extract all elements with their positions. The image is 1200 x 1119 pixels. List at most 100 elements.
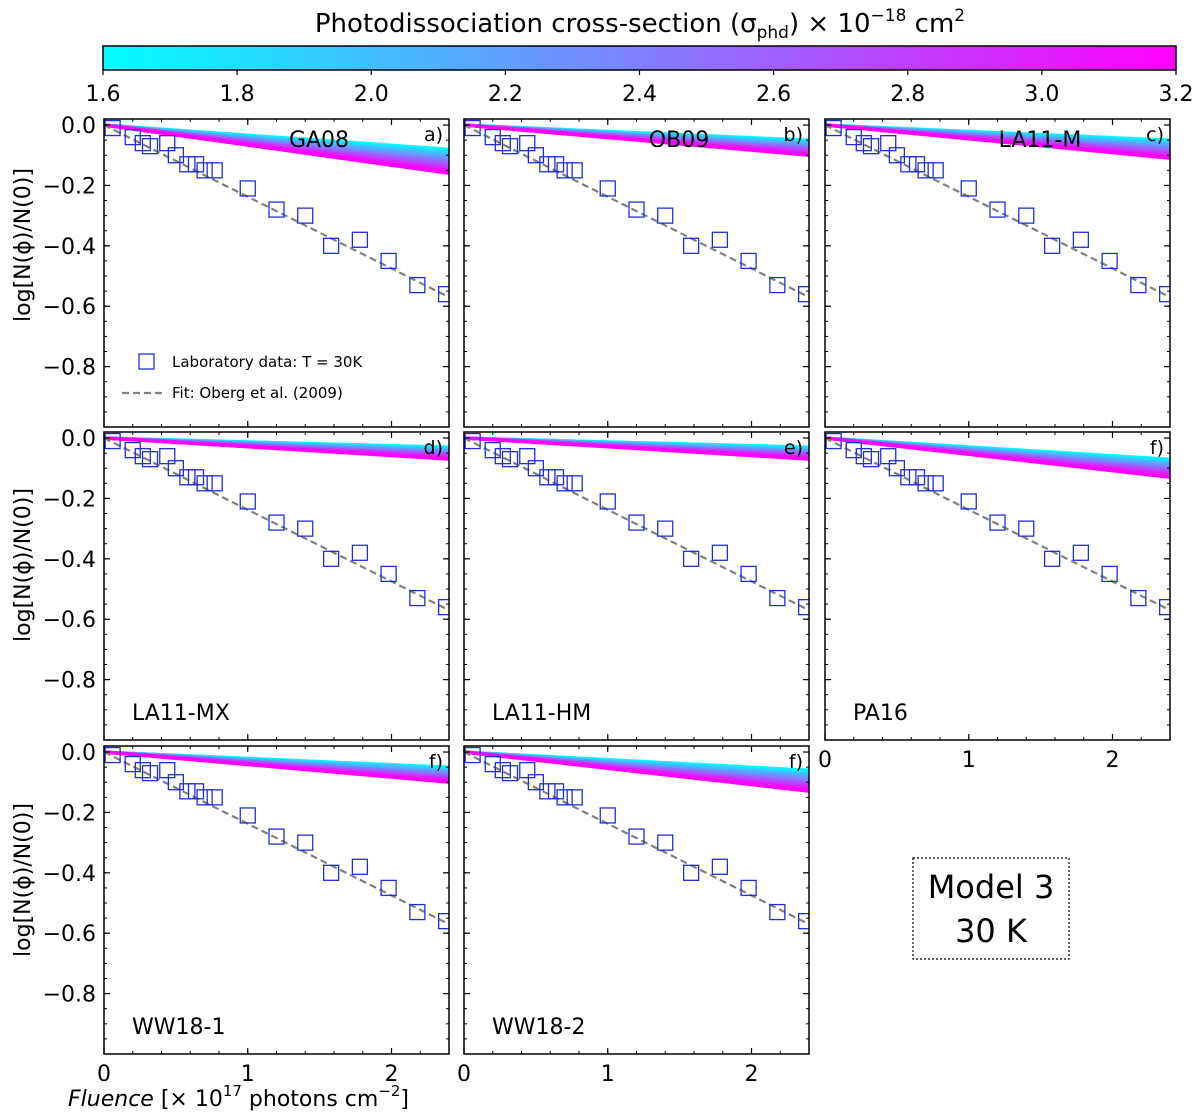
lab-data-point: [409, 903, 426, 921]
lab-data-point: [900, 469, 917, 486]
lab-data-point: [1043, 550, 1061, 567]
x-tick-label: 0: [457, 1062, 471, 1087]
lab-data-point: [769, 903, 786, 921]
y-tick-label: 0.0: [61, 427, 96, 452]
lab-data-point: [268, 828, 285, 845]
lab-data-point: [888, 460, 906, 477]
lab-data-point: [845, 128, 862, 146]
panel-letter: e): [784, 437, 803, 459]
lab-data-point: [409, 589, 426, 607]
lab-data-point: [657, 207, 674, 224]
lab-data-point: [599, 807, 616, 824]
lab-data-point: [740, 252, 757, 270]
model-curve: [825, 436, 1170, 479]
panel-letter: f): [1150, 437, 1164, 459]
panel-name: LA11-HM: [492, 701, 591, 726]
legend: Laboratory data: T = 30K Fit: Oberg et al…: [122, 353, 363, 402]
lab-data-point: [519, 135, 536, 152]
panel-frame: [463, 745, 810, 1055]
panel-la11-mx: 0.0 −0.2 −0.4 −0.6 −0.8 d) LA11-MX: [43, 427, 450, 741]
panel-ww18-1: 0.0 −0.2 −0.4 −0.6 −0.8 0 1 2 f) WW18-1: [43, 741, 450, 1087]
lab-data-point: [464, 119, 481, 137]
colorbar-tick-label: 3.2: [1159, 82, 1194, 107]
colorbar-tick-label: 2.6: [756, 82, 791, 107]
lab-data-point: [437, 598, 449, 616]
lab-data-point: [1158, 285, 1170, 303]
model-curve: [825, 123, 1170, 160]
x-tick-label: 2: [385, 1062, 399, 1087]
lab-data-point: [769, 276, 786, 294]
lab-data-point: [1158, 598, 1170, 616]
lab-data-point: [206, 475, 223, 492]
model-curve: [464, 123, 809, 157]
lab-data-point: [351, 231, 369, 248]
panel-name: PA16: [853, 701, 908, 726]
lab-data-point: [104, 119, 121, 137]
y-tick-label: −0.4: [43, 862, 96, 887]
ylabel-row2: log[N(ϕ)/N(0)]: [11, 488, 36, 642]
panel-pa16: 0 1 2 f) PA16: [818, 431, 1171, 773]
lab-data-point: [501, 451, 519, 468]
y-tick-label: −0.2: [43, 174, 96, 199]
lab-data-point: [1130, 276, 1147, 294]
lab-data-point: [124, 128, 141, 146]
y-tick-label: −0.6: [43, 922, 96, 947]
lab-data-point: [880, 448, 897, 465]
lab-data-point: [124, 441, 141, 459]
lab-data-point: [351, 544, 369, 561]
panel-la11-m: c) LA11-M: [824, 118, 1171, 428]
lab-data-point: [1130, 589, 1147, 607]
lab-data-point: [917, 475, 934, 492]
lab-data-point: [1072, 544, 1090, 561]
x-tick-label: 0: [818, 748, 832, 773]
lab-data-point: [322, 550, 340, 567]
lab-data-point: [501, 138, 519, 155]
lab-data-point: [159, 448, 176, 465]
panel-ww18-2: 0 1 2 f) WW18-2: [457, 745, 810, 1087]
lab-data-point: [917, 162, 934, 179]
lab-data-point: [1043, 237, 1061, 254]
model-box: Model 3 30 K: [912, 857, 1070, 960]
lab-data-point: [380, 252, 397, 270]
lab-data-point: [527, 774, 545, 791]
lab-data-point: [179, 469, 196, 486]
lab-data-point: [599, 180, 616, 197]
lab-data-point: [989, 514, 1006, 531]
lab-data-point: [862, 451, 880, 468]
colorbar-tick-label: 2.4: [622, 82, 657, 107]
panel-letter: f): [429, 751, 443, 773]
lab-data-point: [566, 475, 583, 492]
panel-frame: [824, 431, 1171, 741]
lab-data-point: [566, 162, 583, 179]
lab-data-point: [682, 864, 700, 881]
lab-data-point: [484, 128, 501, 146]
lab-data-point: [927, 162, 944, 179]
lab-data-point: [628, 514, 645, 531]
lab-data-point: [825, 119, 842, 137]
colorbar-ticks: 1.6 1.8 2.0 2.2 2.4 2.6 2.8 3.0 3.2: [86, 70, 1194, 107]
colorbar-tick-label: 2.0: [354, 82, 389, 107]
lab-data-point: [927, 475, 944, 492]
lab-data-point: [1018, 520, 1035, 537]
y-tick-label: −0.4: [43, 548, 96, 573]
lab-data-point: [1101, 252, 1118, 270]
colorbar-gradient: [102, 45, 1177, 71]
lab-data-point: [519, 448, 536, 465]
lab-data-point: [187, 783, 205, 800]
lab-data-point: [711, 544, 729, 561]
panel-name: LA11-M: [999, 128, 1082, 153]
lab-data-point: [297, 520, 314, 537]
panel-letter: c): [1146, 124, 1164, 146]
lab-data-point: [409, 276, 426, 294]
lab-data-point: [464, 746, 481, 764]
lab-data-point: [179, 156, 196, 173]
panel-ob09: b) OB09: [463, 118, 810, 428]
panel-name: LA11-MX: [132, 701, 230, 726]
lab-data-point: [187, 156, 205, 173]
panel-frame: [463, 118, 810, 428]
lab-data-point: [104, 432, 121, 450]
lab-data-point: [437, 912, 449, 930]
colorbar-title: Photodissociation cross-section (σphd) ×…: [315, 6, 965, 43]
lab-data-point: [547, 783, 565, 800]
y-tick-label: −0.2: [43, 487, 96, 512]
